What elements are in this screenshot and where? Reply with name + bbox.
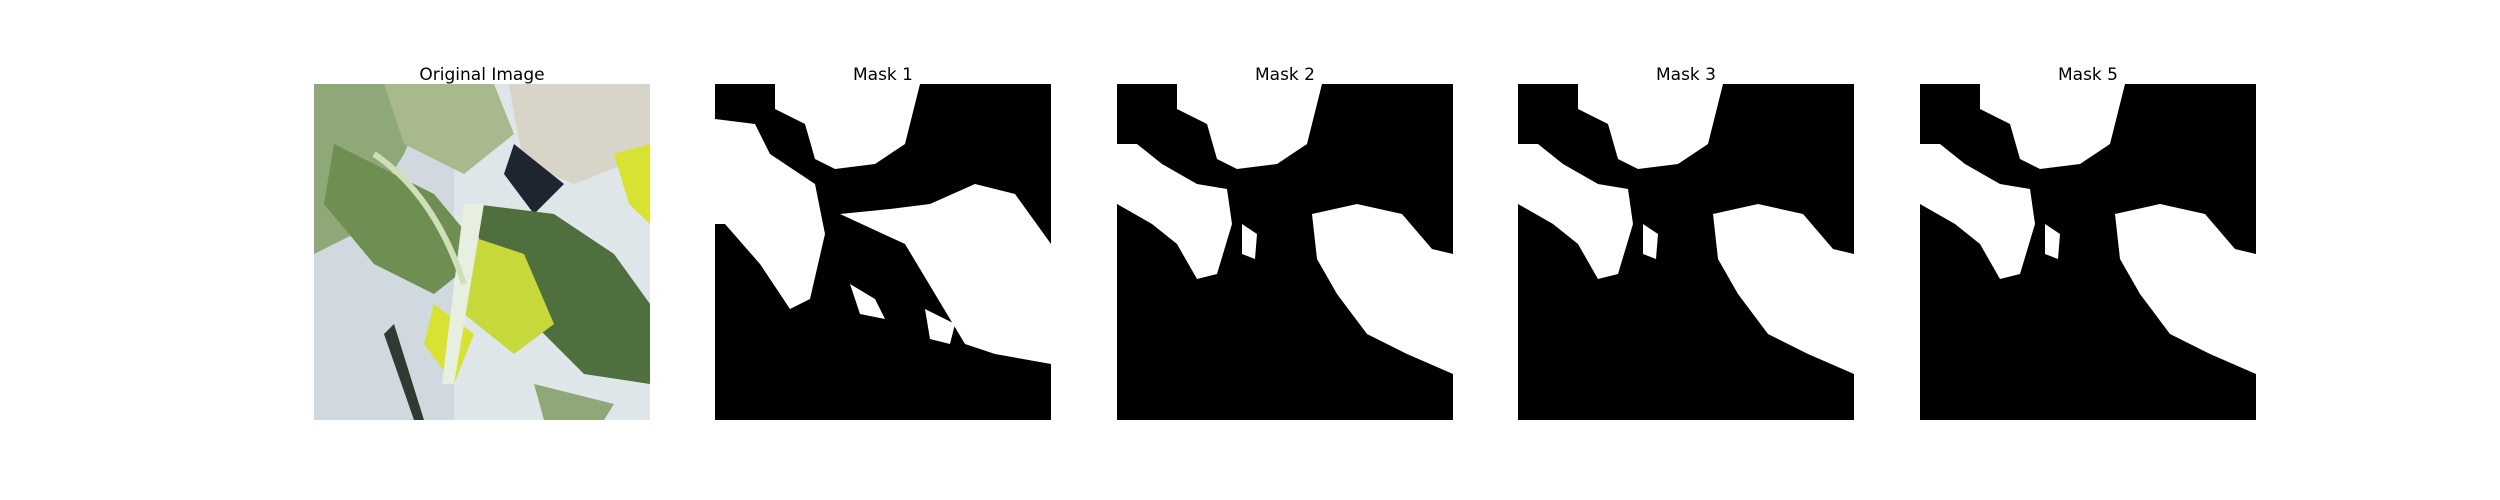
segmentation-mask — [1518, 84, 1854, 420]
panel-title: Mask 3 — [1655, 65, 1716, 85]
figure-panel-mask-3: Mask 3 — [1518, 65, 1854, 420]
segmentation-mask — [715, 84, 1051, 420]
figure-panel-mask-1: Mask 1 — [715, 65, 1051, 420]
panel-title: Mask 2 — [1254, 65, 1315, 85]
original-image — [314, 84, 650, 420]
figure-panel-original: Original Image — [314, 65, 650, 420]
panel-title: Original Image — [419, 65, 545, 85]
mask-image — [715, 84, 1051, 420]
plant-photo — [314, 84, 650, 420]
figure-panel-mask-2: Mask 2 — [1117, 65, 1453, 420]
segmentation-mask — [1920, 84, 2256, 420]
mask-image — [1920, 84, 2256, 420]
mask-image — [1117, 84, 1453, 420]
figure-panel-mask-5: Mask 5 — [1920, 65, 2256, 420]
panel-title: Mask 1 — [852, 65, 913, 85]
mask-image — [1518, 84, 1854, 420]
panel-title: Mask 5 — [2057, 65, 2118, 85]
segmentation-mask — [1117, 84, 1453, 420]
